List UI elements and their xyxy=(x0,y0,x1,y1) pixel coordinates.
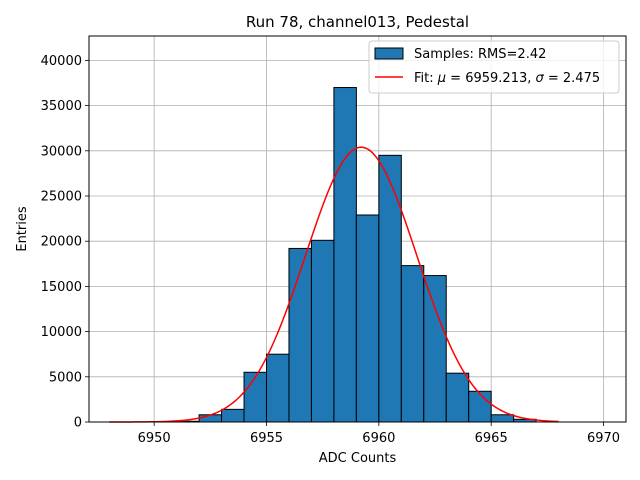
y-tick-label: 0 xyxy=(74,416,82,431)
fit-mu-value: = 6959.213, xyxy=(446,71,535,86)
x-tick-label: 6960 xyxy=(362,431,395,446)
legend-box xyxy=(368,40,620,94)
x-axis-ticks: 6950 6955 6960 6965 6970 xyxy=(138,422,620,446)
x-tick-label: 6955 xyxy=(250,431,283,446)
y-tick-label: 20000 xyxy=(41,235,82,250)
histogram-bar xyxy=(423,275,447,423)
y-tick-label: 25000 xyxy=(41,190,82,205)
chart-title: Run 78, channel013, Pedestal xyxy=(246,13,469,31)
histogram-bar xyxy=(468,390,492,423)
fit-mu-symbol: μ xyxy=(437,71,446,86)
y-tick-label: 40000 xyxy=(41,54,82,69)
histogram-bar xyxy=(355,214,380,423)
histogram-bar xyxy=(490,414,515,423)
legend-label-samples: Samples: RMS=2.42 xyxy=(414,47,546,62)
y-tick-label: 10000 xyxy=(41,325,82,340)
gaussian-fit-curve xyxy=(109,146,559,423)
histogram-bar xyxy=(221,408,245,423)
x-tick-label: 6950 xyxy=(138,431,171,446)
y-axis-ticks: 0 5000 10000 15000 20000 25000 30000 35000 40000 xyxy=(41,54,89,431)
legend-swatch-samples xyxy=(374,47,404,60)
histogram-bar xyxy=(445,372,470,423)
histogram-bar xyxy=(333,87,357,423)
legend: Samples: RMS=2.42 Fit: μ = 6959.213, σ =… xyxy=(368,40,620,94)
histogram-bar xyxy=(243,371,268,423)
histogram-bar xyxy=(378,154,402,423)
x-tick-label: 6970 xyxy=(587,431,620,446)
y-tick-label: 30000 xyxy=(41,144,82,159)
fit-sigma-value: = 2.475 xyxy=(544,71,600,86)
histogram-bar xyxy=(198,414,223,423)
y-tick-label: 35000 xyxy=(41,99,82,114)
legend-label-fit: Fit: μ = 6959.213, σ = 2.475 xyxy=(414,71,600,86)
histogram-bar xyxy=(288,247,312,423)
y-axis-label: Entries xyxy=(15,206,30,252)
histogram-bar xyxy=(266,353,290,423)
histogram-bar xyxy=(400,265,425,423)
fit-sigma-symbol: σ xyxy=(536,71,545,86)
plot-frame xyxy=(88,35,627,423)
x-tick-label: 6965 xyxy=(475,431,508,446)
histogram-bars xyxy=(176,87,537,423)
fit-label-prefix: Fit: xyxy=(414,71,438,86)
histogram-bar xyxy=(310,239,335,423)
y-tick-label: 5000 xyxy=(49,370,82,385)
y-tick-label: 15000 xyxy=(41,280,82,295)
x-axis-label: ADC Counts xyxy=(319,451,397,466)
